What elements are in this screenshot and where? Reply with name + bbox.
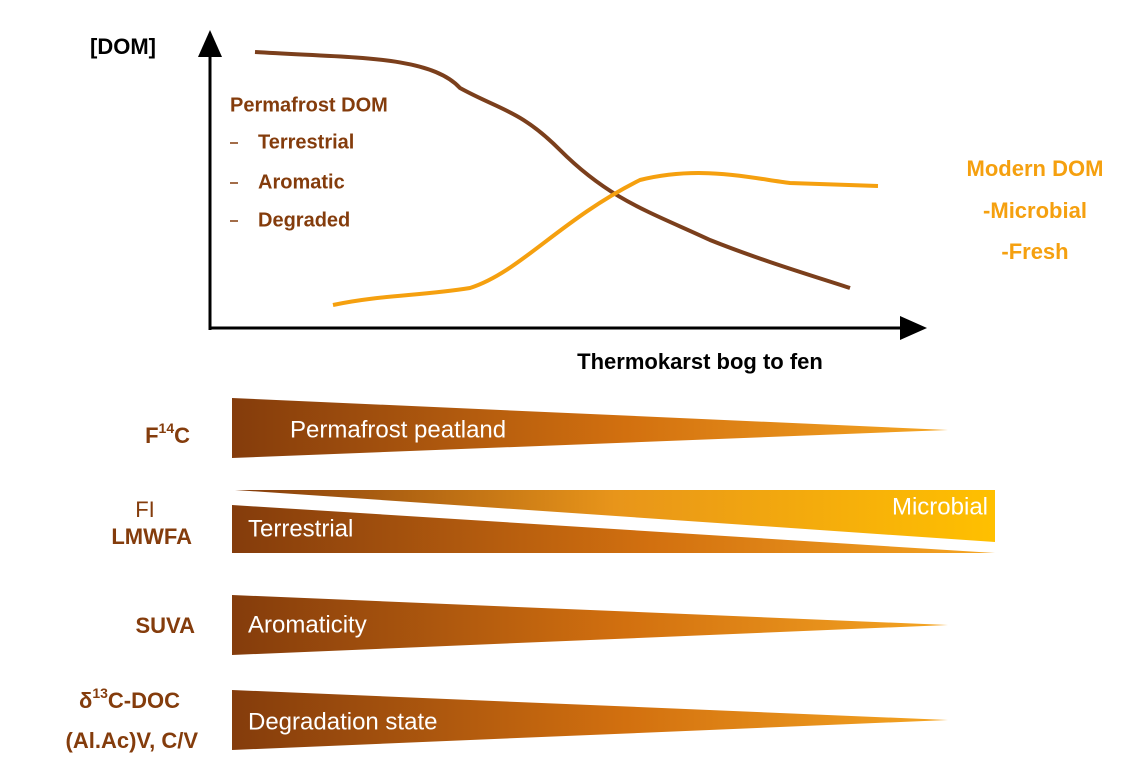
permafrost-item: Degraded [258,209,350,231]
modern-item: -Fresh [1001,239,1068,264]
x-axis-label: Thermokarst bog to fen [577,349,823,374]
row-label-2: (Al.Ac)V, C/V [66,728,199,753]
label-sup: 14 [159,420,175,436]
row-label-top: FI [135,497,155,522]
label-base: F [145,423,158,448]
permafrost-title: Permafrost DOM [230,94,388,116]
wedge-text: Permafrost peatland [290,416,506,443]
row-label: δ13C-DOC [79,685,180,713]
label-rest: C [174,423,190,448]
wedge [232,398,948,458]
y-axis-label: [DOM] [90,34,156,59]
wedge-text: Aromaticity [248,611,367,638]
row-label: LMWFA [111,524,192,549]
wedge [235,490,995,542]
permafrost-item: Aromatic [258,171,345,193]
row-label: F14C [145,420,190,448]
wedge [232,595,948,655]
label-base: δ [79,688,92,713]
wedge [232,690,948,750]
permafrost-item: Terrestrial [258,131,354,153]
label-sup: 13 [92,685,108,701]
wedge-text: Microbial [892,493,988,520]
modern-item: -Microbial [983,198,1087,223]
permafrost-curve [254,50,851,290]
wedge-text: Terrestrial [248,515,353,542]
modern-title: Modern DOM [967,156,1104,181]
wedge [232,505,995,553]
label-rest: C-DOC [108,688,180,713]
modern-curve [332,171,879,307]
row-label: SUVA [136,613,196,638]
wedge-text: Degradation state [248,708,437,735]
